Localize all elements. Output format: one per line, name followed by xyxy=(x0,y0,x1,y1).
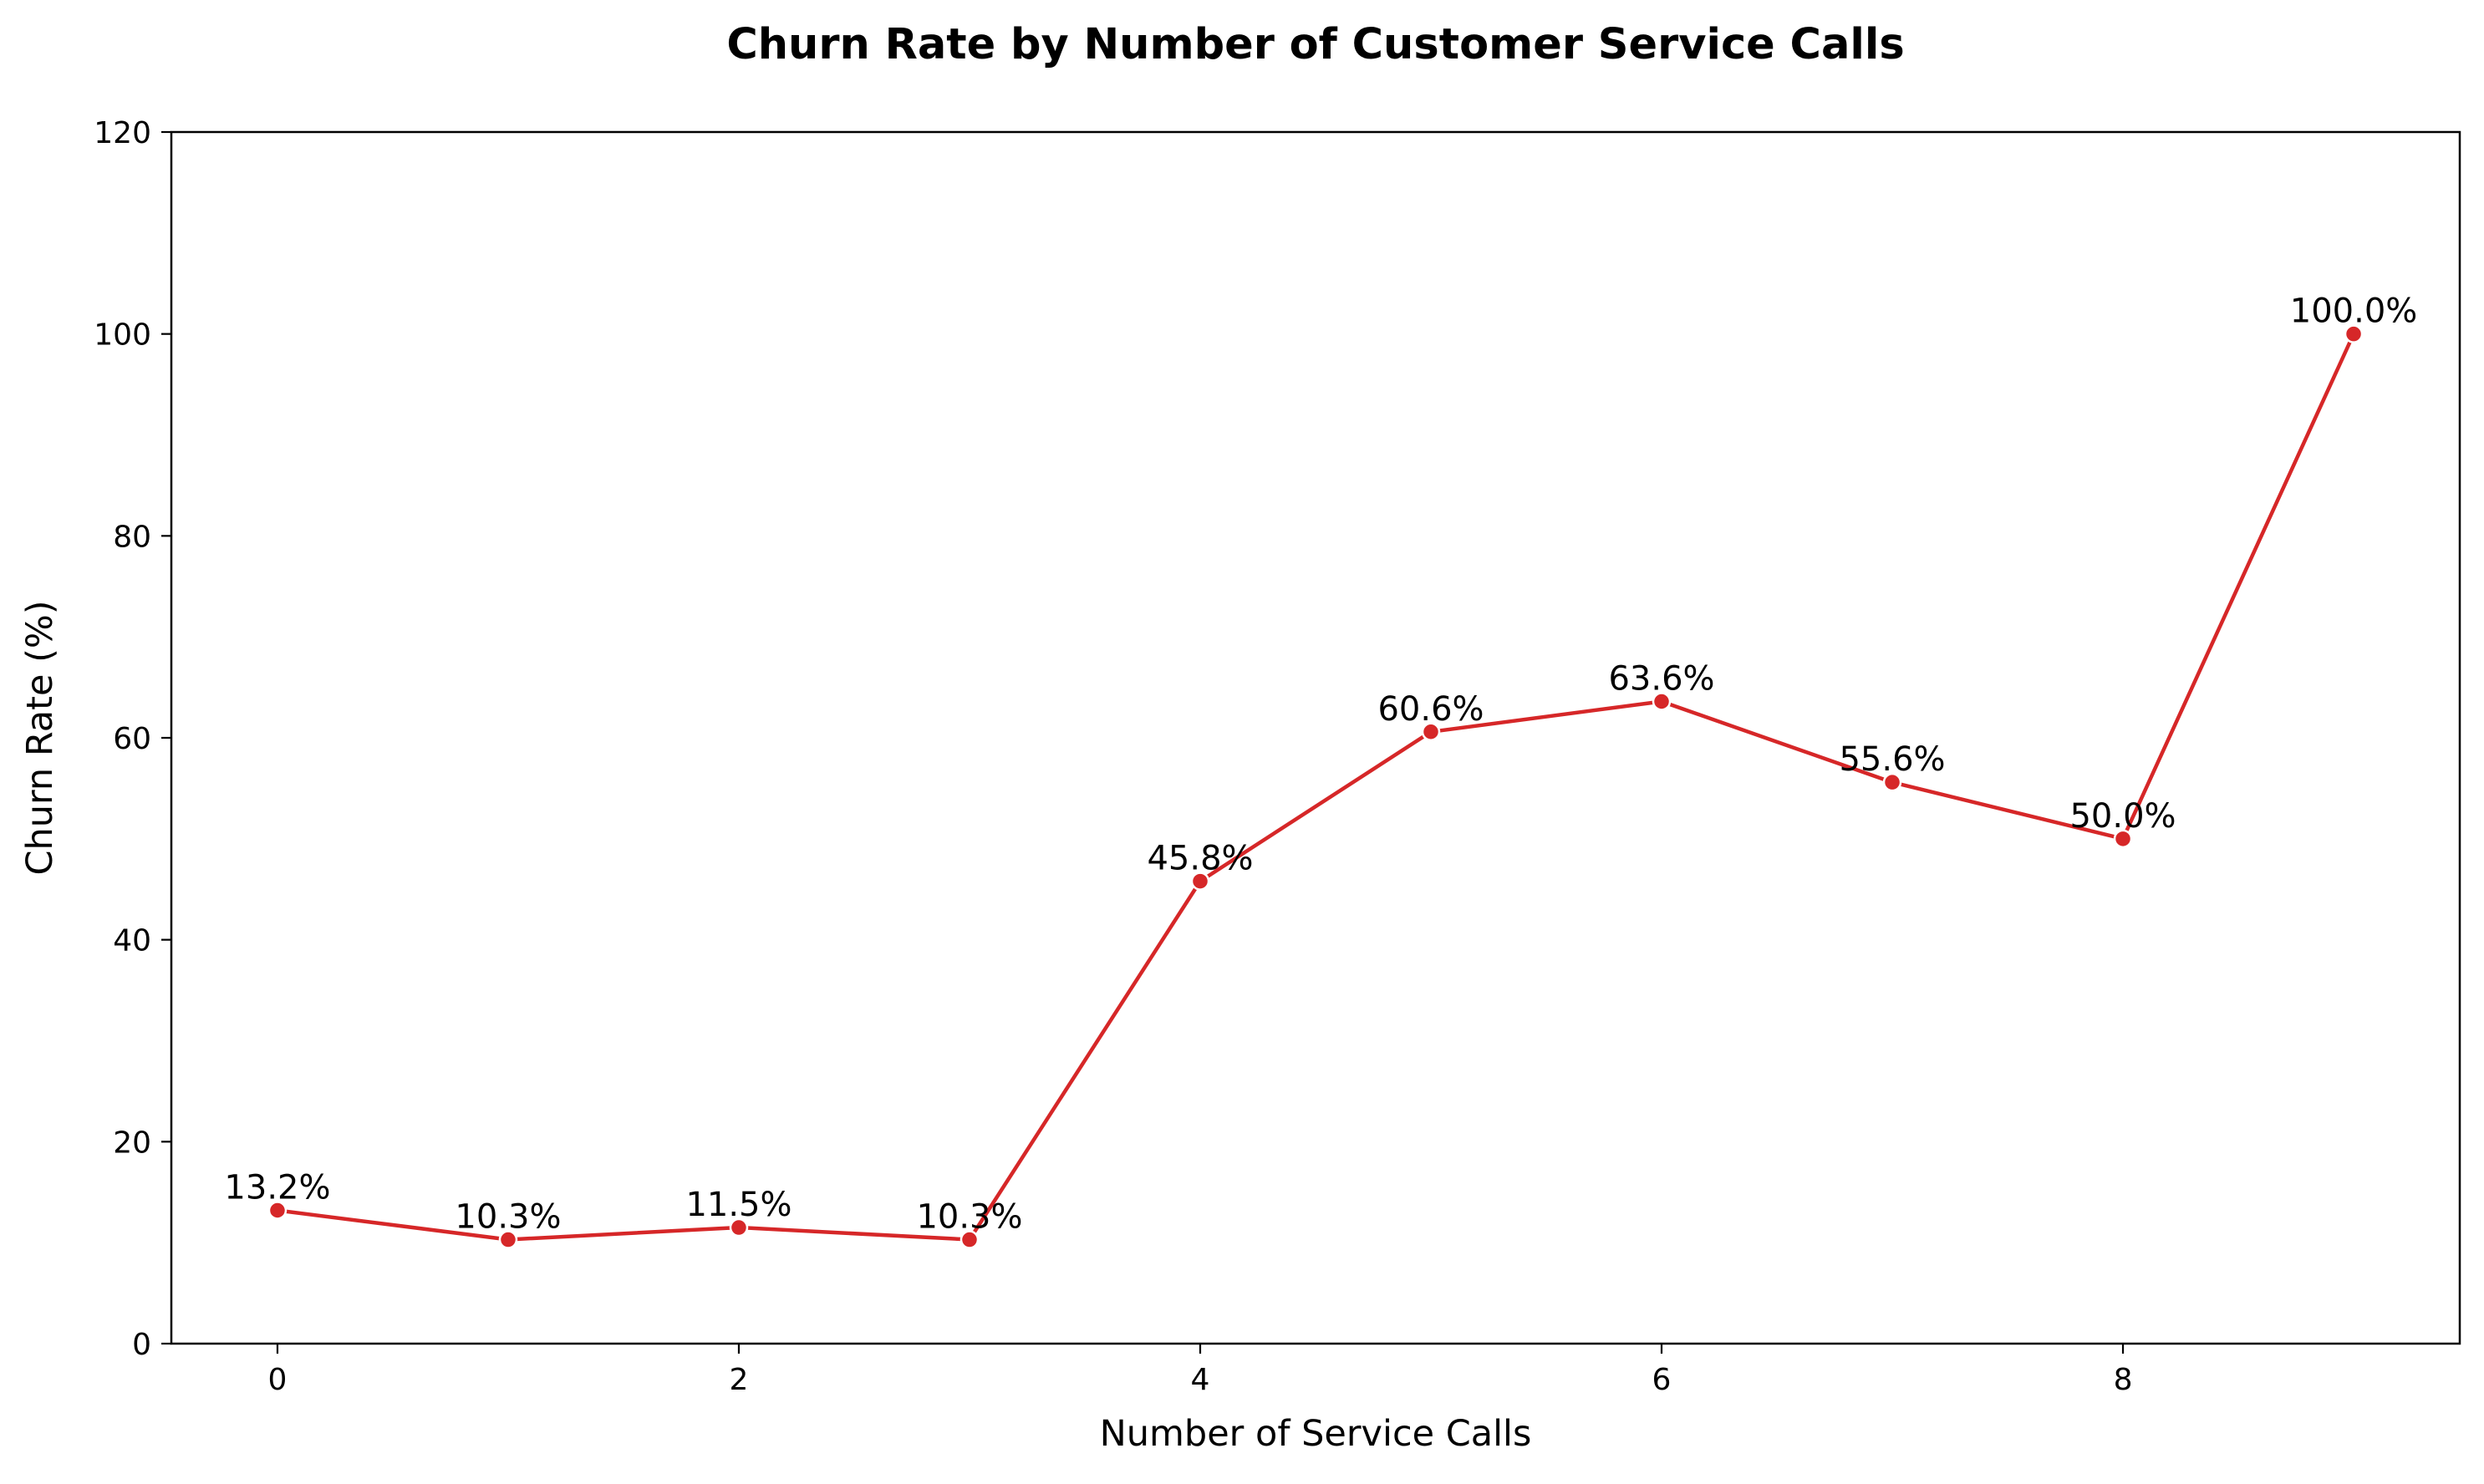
x-tick-label: 2 xyxy=(730,1363,749,1397)
x-axis-label: Number of Service Calls xyxy=(1100,1413,1532,1455)
data-label: 45.8% xyxy=(1147,840,1253,878)
data-point xyxy=(1882,772,1902,792)
data-point xyxy=(498,1230,518,1249)
data-point xyxy=(2344,324,2364,343)
data-point xyxy=(1421,722,1441,741)
series-layer: 13.2% 10.3% 11.5% 10.3% 45.8% 60.6% 63.6% 55.6%… xyxy=(224,292,2418,1249)
y-axis-label: Churn Rate (%) xyxy=(19,600,61,875)
y-tick-label: 100 xyxy=(94,318,151,353)
data-point xyxy=(729,1217,749,1238)
data-point xyxy=(1652,692,1672,711)
data-label: 63.6% xyxy=(1608,660,1714,699)
y-tick-label: 40 xyxy=(113,924,151,958)
chart-title: Churn Rate by Number of Customer Service… xyxy=(726,20,1904,69)
y-tick-label: 80 xyxy=(113,520,151,554)
data-label: 13.2% xyxy=(224,1169,330,1207)
data-point xyxy=(959,1230,980,1249)
data-label: 11.5% xyxy=(685,1186,792,1224)
x-tick-label: 6 xyxy=(1652,1363,1672,1397)
data-point xyxy=(2113,829,2133,849)
data-label: 55.6% xyxy=(1839,740,1945,779)
data-label: 60.6% xyxy=(1377,690,1484,729)
data-label: 10.3% xyxy=(916,1198,1022,1237)
y-tick-label: 60 xyxy=(113,722,151,756)
data-label: 100.0% xyxy=(2290,292,2418,331)
plot-frame xyxy=(170,130,2461,1345)
data-point xyxy=(267,1201,288,1220)
x-tick-label: 0 xyxy=(268,1363,288,1397)
series-line xyxy=(277,333,2356,1242)
y-tick-label: 0 xyxy=(132,1328,151,1362)
x-tick-label: 4 xyxy=(1191,1363,1210,1397)
data-label: 10.3% xyxy=(455,1198,561,1237)
y-tick-label: 120 xyxy=(94,116,151,150)
y-tick-label: 20 xyxy=(113,1126,151,1160)
x-tick-label: 8 xyxy=(2114,1363,2133,1397)
data-label: 50.0% xyxy=(2069,797,2176,836)
data-point xyxy=(1190,872,1210,891)
